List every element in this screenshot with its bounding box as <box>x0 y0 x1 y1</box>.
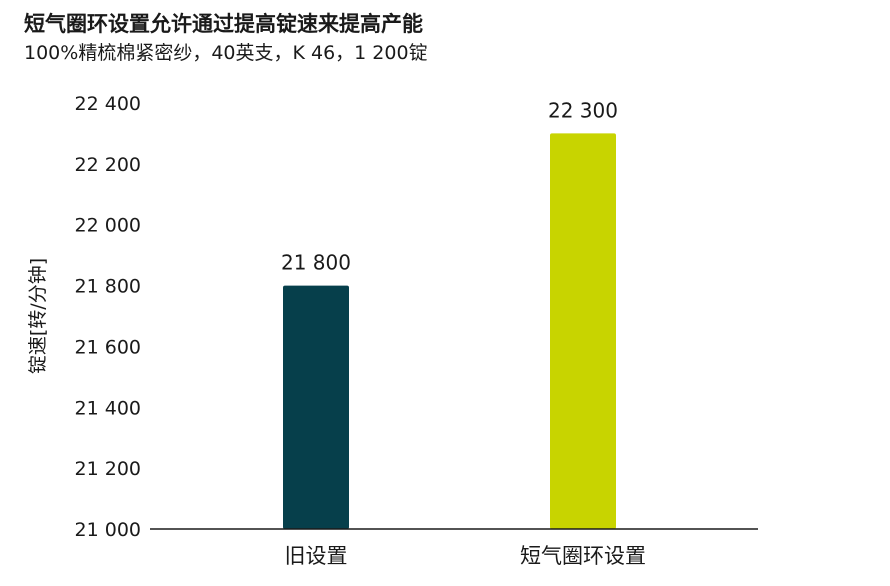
chart-title: 短气圈环设置允许通过提高锭速来提高产能 <box>24 12 423 36</box>
y-axis-label: 锭速[转/分钟] <box>27 258 49 374</box>
y-tick-label: 22 200 <box>75 154 141 176</box>
y-tick-label: 21 400 <box>75 397 141 419</box>
y-tick-label: 22 000 <box>75 215 141 237</box>
chart-subtitle: 100%精梳棉紧密纱，40英支，K 46，1 200锭 <box>24 42 428 64</box>
x-axis-ticks: 旧设置 短气圈环设置 <box>285 544 647 568</box>
y-tick-label: 21 200 <box>75 458 141 480</box>
y-tick-label: 22 400 <box>75 93 141 115</box>
y-tick-label: 21 000 <box>75 519 141 541</box>
y-tick-label: 21 800 <box>75 276 141 298</box>
bar-value-label: 22 300 <box>548 98 618 122</box>
y-axis-ticks: 21 000 21 200 21 400 21 600 21 800 22 000 22 2… <box>75 93 141 541</box>
x-tick-label: 旧设置 <box>285 544 348 568</box>
y-tick-label: 21 600 <box>75 336 141 358</box>
bars: 21 800 22 300 <box>281 98 618 529</box>
bar <box>550 133 616 529</box>
bar <box>283 285 349 529</box>
x-tick-label: 短气圈环设置 <box>520 544 646 568</box>
bar-value-label: 21 800 <box>281 251 351 275</box>
